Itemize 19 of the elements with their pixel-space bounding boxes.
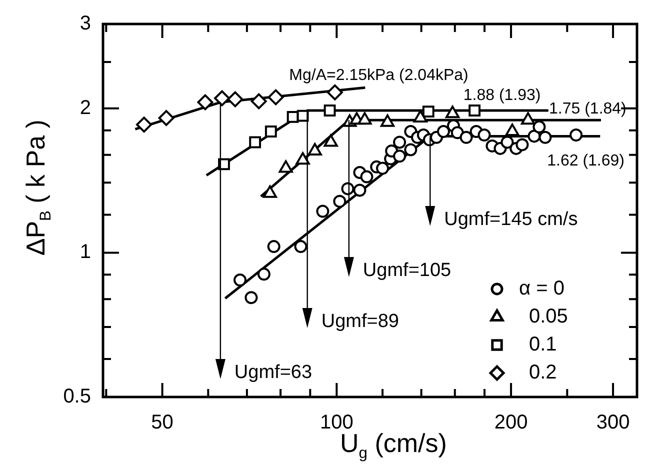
ref-line-label: Ugmf=145 cm/s — [444, 209, 578, 230]
y-tick-label: 0.5 — [63, 386, 91, 408]
legend-label: 0.1 — [529, 334, 557, 356]
annotation: Mg/A=2.15kPa (2.04kPa) — [289, 67, 468, 84]
x-tick-label: 300 — [596, 412, 630, 434]
ref-line-label: Ugmf=105 — [362, 260, 452, 282]
annotation: 1.62 (1.69) — [547, 152, 625, 170]
x-tick-label: 200 — [494, 412, 528, 434]
y-tick-label: 1 — [80, 241, 91, 264]
x-tick-label: 50 — [151, 412, 174, 434]
ref-line-label: Ugmf=63 — [234, 362, 312, 384]
legend-label: α = 0 — [519, 278, 564, 300]
y-tick-label: 2 — [80, 96, 91, 119]
annotation: 1.75 (1.84) — [549, 100, 626, 118]
annotation: 1.88 (1.93) — [463, 86, 541, 104]
legend-label: 0.05 — [529, 306, 568, 328]
legend-label: 0.2 — [529, 362, 557, 384]
y-tick-label: 3 — [80, 12, 91, 35]
ref-line-label: Ugmf=89 — [321, 311, 399, 332]
